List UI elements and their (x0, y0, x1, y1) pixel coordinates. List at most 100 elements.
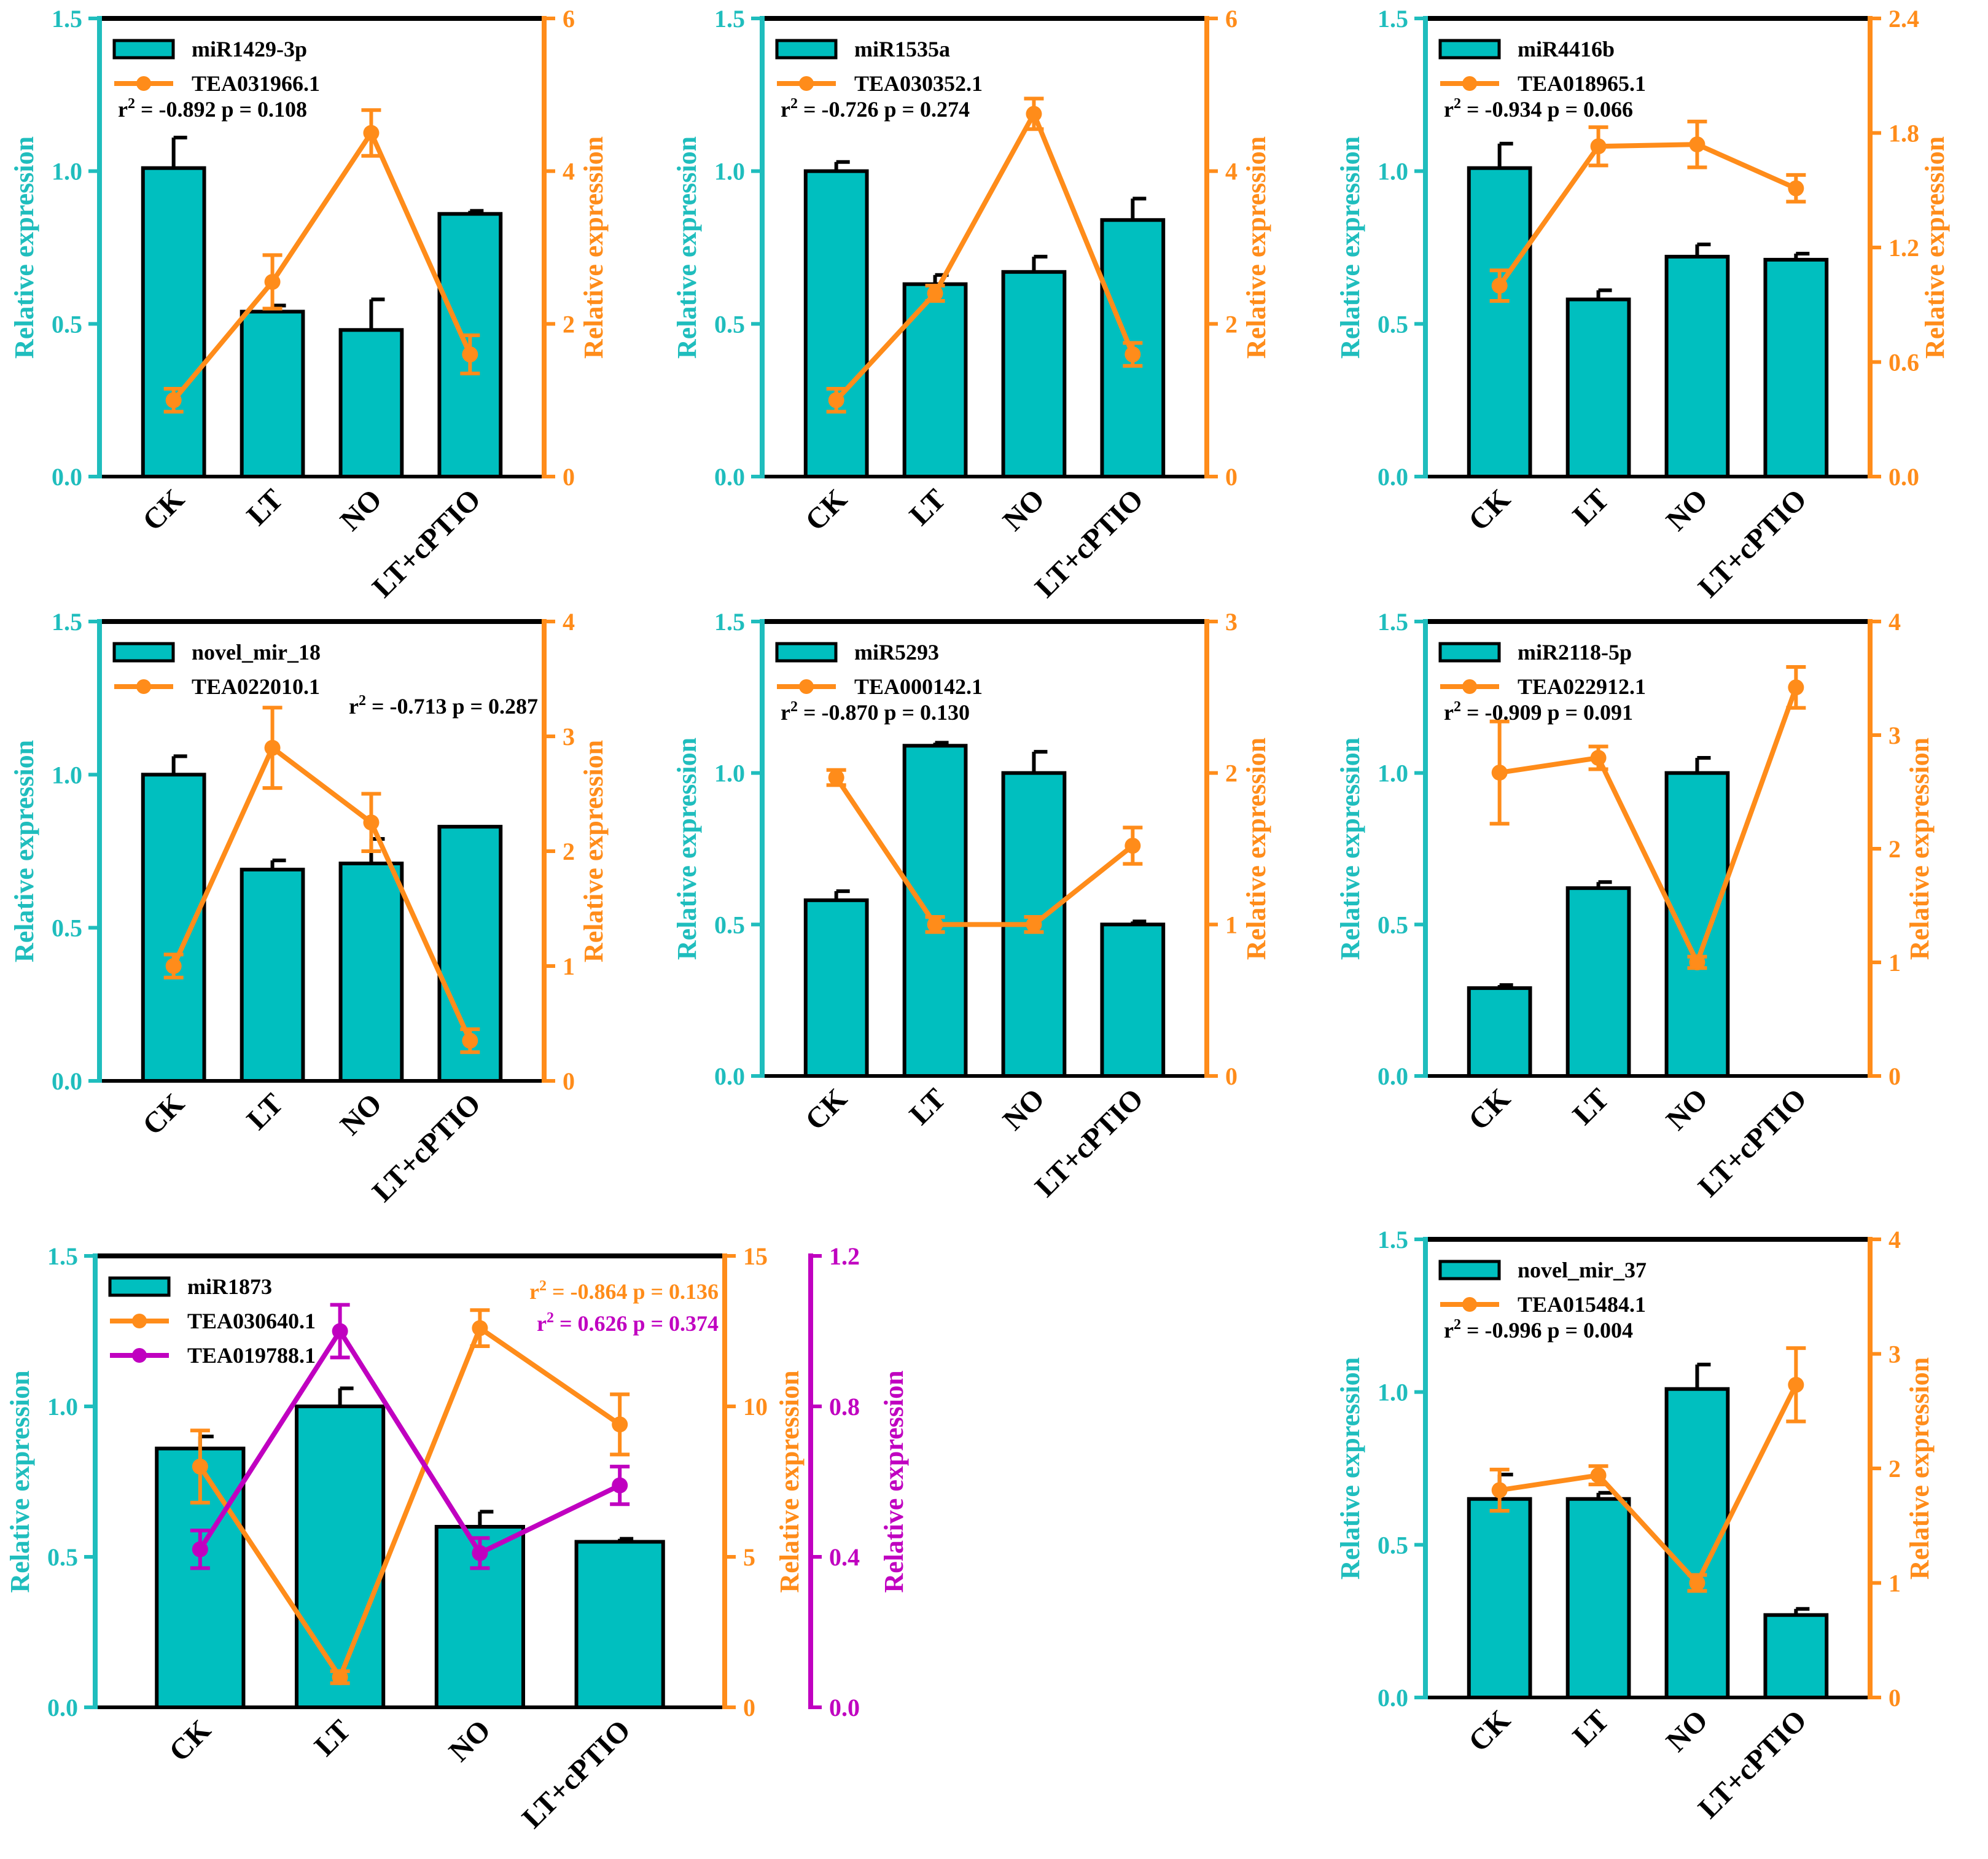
bar (141, 166, 206, 478)
legend-label: TEA019788.1 (187, 1343, 316, 1368)
data-point (462, 346, 478, 363)
correlation-stat: r2 = -0.864 p = 0.136 (529, 1278, 719, 1304)
legend-swatch-bar (108, 1276, 171, 1297)
data-point (264, 273, 281, 290)
left-tick-label: 1.0 (52, 761, 82, 789)
data-point (165, 392, 182, 408)
category-label: CK (163, 1713, 217, 1767)
right-tick-label: 0 (1225, 463, 1238, 491)
category-label: NO (443, 1713, 497, 1767)
category-label: CK (799, 1082, 853, 1136)
category-label: LT (1567, 1704, 1616, 1753)
legend-swatch-bar (112, 642, 175, 663)
series-line (1497, 142, 1797, 287)
legend-swatch-bar (1438, 39, 1501, 60)
left-tick-label: 0.0 (47, 1694, 78, 1721)
series-line (834, 776, 1134, 927)
series-line (198, 1328, 621, 1556)
right-tick-label: 3 (1889, 722, 1901, 749)
y-axis-title: Relative expression (5, 1370, 35, 1592)
bar (295, 1405, 386, 1709)
data-point (1125, 838, 1141, 854)
legend-label: TEA022912.1 (1518, 674, 1646, 699)
legend-swatch-bar (112, 39, 175, 60)
right-tick-label: 0.0 (1889, 463, 1919, 491)
category-label: NO (1660, 1082, 1714, 1136)
legend-label: TEA018965.1 (1518, 71, 1646, 96)
data-point (264, 739, 281, 756)
category-label: LT+cPTIO (1692, 483, 1813, 604)
data-point (192, 1459, 208, 1475)
right-tick-label: 2.4 (1889, 5, 1919, 33)
legend-label: TEA015484.1 (1518, 1292, 1646, 1317)
right-tick-label: 1.2 (1889, 234, 1919, 262)
legend-label: TEA030352.1 (854, 71, 983, 96)
left-tick-label: 0.0 (1378, 1684, 1408, 1712)
chart-panel-3: 0.0 0.5 1.0 1.5 0.0 0.6 1.2 1.8 2.4 Relative expr… (1335, 5, 1950, 604)
legend-label: TEA022010.1 (192, 674, 320, 699)
bar (1565, 886, 1631, 1078)
legend-swatch-marker (136, 679, 151, 694)
data-point (1590, 750, 1607, 766)
chart-panel-4: 0.0 0.5 1.0 1.5 0 1 2 3 4 Relative expression Rela… (9, 608, 609, 1208)
legend-swatch-marker (799, 76, 814, 91)
legend-label: TEA031966.1 (192, 71, 320, 96)
category-label: LT+cPTIO (1692, 1704, 1813, 1825)
bar (1565, 297, 1631, 478)
bar (240, 310, 305, 478)
category-label: NO (1660, 1704, 1714, 1758)
left-tick-label: 0.0 (1378, 1062, 1408, 1090)
legend-label: TEA030640.1 (187, 1309, 316, 1333)
category-label: LT+cPTIO (516, 1713, 637, 1834)
category-label: LT (1567, 483, 1616, 532)
correlation-stat: r2 = -0.934 p = 0.066 (1444, 96, 1633, 122)
third-tick-label: 0.4 (829, 1543, 860, 1571)
bar (338, 861, 404, 1083)
third-tick-label: 1.2 (829, 1242, 860, 1270)
data-point (1689, 954, 1705, 970)
right-tick-label: 0 (563, 463, 575, 491)
legend-swatch-marker (132, 1314, 147, 1328)
category-label: LT+cPTIO (1692, 1082, 1813, 1203)
data-point (165, 958, 182, 974)
y2-axis-title: Relative expression (1920, 136, 1950, 359)
data-point (472, 1545, 488, 1561)
category-label: LT+cPTIO (1029, 1082, 1150, 1203)
y-axis-title: Relative expression (1335, 738, 1365, 960)
y3-axis-title: Relative expression (879, 1370, 909, 1592)
data-point (612, 1416, 628, 1433)
series-line (198, 1325, 622, 1680)
left-tick-label: 1.0 (714, 158, 745, 185)
right-tick-label: 6 (563, 5, 575, 33)
y-axis-title: Relative expression (1335, 136, 1365, 359)
legend-swatch-marker (132, 1348, 147, 1363)
y2-axis-title: Relative expression (1241, 136, 1271, 359)
legend-label: TEA000142.1 (854, 674, 983, 699)
category-label: LT+cPTIO (366, 1087, 487, 1208)
y2-axis-title: Relative expression (1241, 738, 1271, 960)
bar (803, 898, 869, 1078)
left-tick-label: 0.5 (52, 310, 82, 338)
legend-swatch-bar (1438, 1260, 1501, 1280)
bar (574, 1540, 665, 1709)
category-label: LT (1567, 1082, 1616, 1131)
y2-axis-title: Relative expression (579, 740, 609, 962)
left-tick-label: 0.5 (714, 310, 745, 338)
category-label: LT (903, 1082, 953, 1131)
category-label: CK (136, 483, 190, 537)
data-point (1125, 346, 1141, 363)
left-tick-label: 0.5 (52, 914, 82, 942)
series-line (1499, 686, 1799, 965)
left-tick-label: 0.0 (714, 1062, 745, 1090)
correlation-stat: r2 = -0.996 p = 0.004 (1444, 1317, 1633, 1343)
right-tick-label: 4 (1889, 1226, 1901, 1253)
chart-panel-1: 0.0 0.5 1.0 1.5 0 2 4 6 Relative expression Relat… (9, 5, 609, 604)
right-tick-label: 1 (563, 953, 575, 980)
data-point (927, 285, 943, 302)
y-axis-title: Relative expression (672, 136, 702, 359)
correlation-stat: r2 = -0.909 p = 0.091 (1444, 699, 1633, 725)
bar (141, 773, 206, 1083)
bar (338, 328, 404, 479)
y-axis-title: Relative expression (1335, 1357, 1365, 1580)
y2-axis-title: Relative expression (1904, 738, 1935, 960)
